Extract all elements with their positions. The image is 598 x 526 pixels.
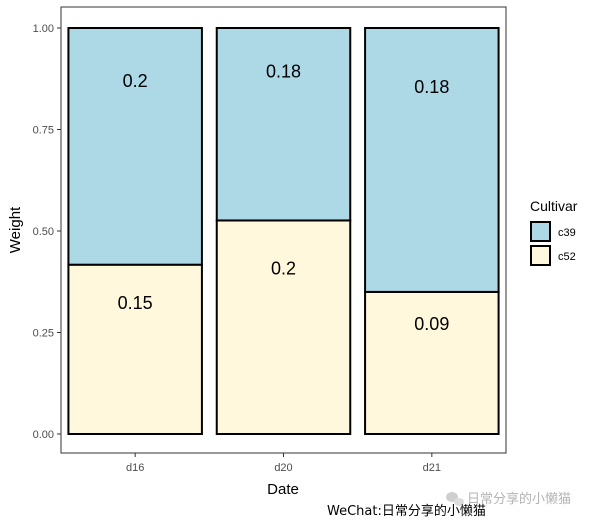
- bar-c52-d20: [215, 219, 352, 435]
- legend-key-c39: [530, 221, 551, 242]
- legend-key-c52: [530, 245, 551, 266]
- y-tick-label-4: 1.00: [33, 23, 54, 35]
- bar-c39-d16: [67, 27, 203, 266]
- bars: [67, 27, 500, 435]
- bar-label-c52-d21: 0.09: [414, 314, 449, 334]
- x-axis-title: Date: [267, 481, 299, 498]
- bar-labels: 0.15 0.2 0.2 0.18 0.09 0.18: [118, 61, 450, 334]
- y-tick-label-1: 0.25: [33, 328, 54, 340]
- watermark-text: WeChat:日常分享的小懒猫: [327, 503, 486, 519]
- watermark: 日常分享的小懒猫 WeChat:日常分享的小懒猫: [327, 491, 571, 519]
- y-tick-label-0: 0.00: [33, 429, 54, 441]
- bar-label-c52-d16: 0.15: [118, 293, 153, 313]
- legend-label-c39: c39: [558, 227, 576, 239]
- bar-label-c52-d20: 0.2: [271, 258, 296, 278]
- x-tick-label-d16: d16: [126, 462, 144, 474]
- y-axis: 0.00 0.25 0.50 0.75 1.00: [33, 23, 61, 441]
- bar-label-c39-d20: 0.18: [266, 61, 301, 81]
- x-axis: d16 d20 d21: [126, 453, 441, 474]
- bar-c39-d20: [215, 27, 352, 222]
- bar-c39-d21: [364, 27, 500, 293]
- bar-c52-d21: [364, 290, 500, 435]
- bar-label-c39-d21: 0.18: [414, 77, 449, 97]
- wechat-logo: [446, 492, 464, 506]
- x-tick-label-d20: d20: [274, 462, 292, 474]
- legend: Cultivar c39 c52: [530, 198, 578, 266]
- x-tick-label-d21: d21: [423, 462, 441, 474]
- legend-title: Cultivar: [530, 198, 578, 214]
- bar-label-c39-d16: 0.2: [123, 71, 148, 91]
- bar-c52-d16: [67, 263, 203, 435]
- watermark-ghost-text: 日常分享的小懒猫: [467, 491, 571, 507]
- y-axis-title: Weight: [7, 206, 24, 253]
- y-tick-label-2: 0.50: [33, 226, 54, 238]
- y-tick-label-3: 0.75: [33, 125, 54, 137]
- legend-label-c52: c52: [558, 251, 576, 263]
- legend-items: c39 c52: [530, 221, 576, 266]
